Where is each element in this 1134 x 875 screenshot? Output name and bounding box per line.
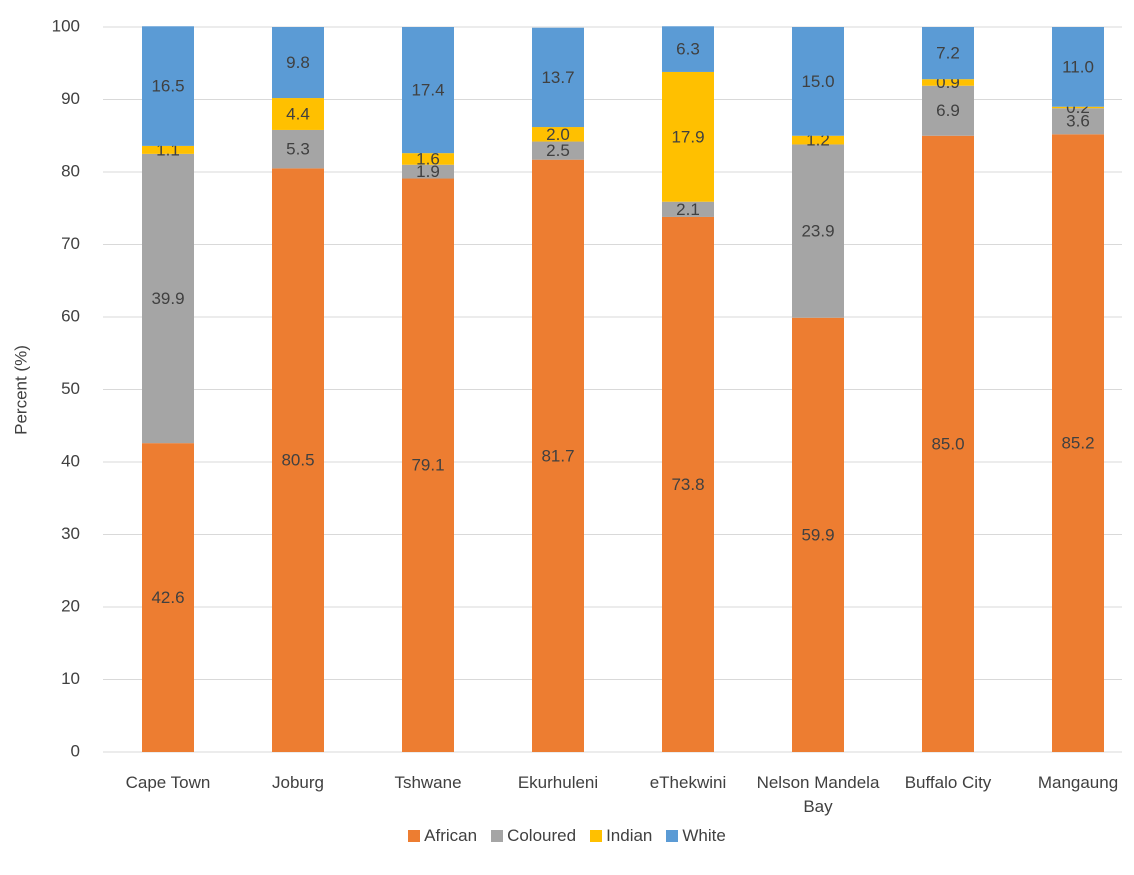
legend-swatch <box>590 830 603 842</box>
bar-segment <box>272 129 324 169</box>
bar-segment <box>402 178 454 752</box>
bar-segment <box>792 144 844 318</box>
y-tick-label: 30 <box>61 524 80 543</box>
bar-segment <box>662 26 714 72</box>
legend-item: Coloured <box>491 826 576 846</box>
x-tick-label: Cape Town <box>125 773 211 792</box>
legend-item: White <box>666 826 726 846</box>
y-tick-label: 10 <box>61 669 80 688</box>
data-label: 13.7 <box>541 68 574 87</box>
data-label: 1.6 <box>416 149 440 168</box>
bar-segment <box>662 201 714 217</box>
data-label: 6.3 <box>676 40 700 59</box>
bar-segment <box>142 145 194 154</box>
data-label: 73.8 <box>671 475 704 494</box>
data-label: 42.6 <box>151 588 184 607</box>
bar-segment <box>272 168 324 752</box>
x-tick-label: Joburg <box>272 773 324 792</box>
y-tick-label: 100 <box>52 16 80 35</box>
bar-segment <box>662 71 714 202</box>
bar-segment <box>142 153 194 444</box>
data-label: 2.5 <box>546 141 570 160</box>
x-tick-label: Buffalo City <box>904 773 992 792</box>
legend-swatch <box>491 830 504 842</box>
y-tick-label: 40 <box>61 451 80 470</box>
bar-segment <box>272 98 324 130</box>
y-tick-label: 50 <box>61 379 80 398</box>
bar-segment <box>532 141 584 160</box>
data-label: 1.9 <box>416 162 440 181</box>
bar-segment <box>922 27 974 80</box>
data-label: 6.9 <box>936 101 960 120</box>
bar-segment <box>662 216 714 752</box>
data-label: 81.7 <box>541 446 574 465</box>
x-tick-label: Ekurhuleni <box>517 773 599 792</box>
y-tick-label: 60 <box>61 306 80 325</box>
bar-segment <box>532 127 584 142</box>
data-label: 39.9 <box>151 289 184 308</box>
bar-segment <box>402 27 454 154</box>
y-tick-label: 0 <box>71 741 80 760</box>
data-label: 79.1 <box>411 456 444 475</box>
bar-segment <box>272 27 324 99</box>
data-label: 17.9 <box>671 127 704 146</box>
bar-segment <box>922 79 974 86</box>
legend-item: Indian <box>590 826 652 846</box>
y-tick-label: 70 <box>61 234 80 253</box>
data-label: 85.0 <box>931 434 964 453</box>
legend-item: African <box>408 826 477 846</box>
legend-label: Indian <box>606 826 653 845</box>
legend-label: Coloured <box>507 826 577 845</box>
x-tick-label: Nelson Mandela Bay <box>756 773 880 816</box>
data-label: 9.8 <box>286 53 310 72</box>
bar-segment <box>402 153 454 165</box>
x-tick-label: Mangaung <box>1037 773 1119 792</box>
data-label: 3.6 <box>1066 112 1090 131</box>
data-label: 15.0 <box>801 72 834 91</box>
data-label: 59.9 <box>801 525 834 544</box>
legend-swatch <box>408 830 421 842</box>
x-tick-label: Tshwane <box>394 773 462 792</box>
bar-segment <box>792 27 844 136</box>
data-label: 17.4 <box>411 81 444 100</box>
bar-segment <box>142 443 194 752</box>
bar-segment <box>532 159 584 753</box>
bar-segment <box>1052 134 1104 753</box>
legend-label: African <box>424 826 478 845</box>
x-tick-label: eThekwini <box>649 773 727 792</box>
data-label: 11.0 <box>1062 57 1094 76</box>
bar-segment <box>1052 106 1104 109</box>
legend: African Coloured Indian White <box>0 826 1134 846</box>
y-tick-label: 80 <box>61 161 80 180</box>
y-axis-label: Percent (%) <box>11 345 30 435</box>
data-label: 2.0 <box>546 125 570 144</box>
bar-segment <box>1052 27 1104 107</box>
data-label: 80.5 <box>281 451 314 470</box>
bar-segment <box>142 26 194 146</box>
data-label: 85.2 <box>1061 434 1094 453</box>
data-label: 5.3 <box>286 140 310 159</box>
y-tick-label: 20 <box>61 596 80 615</box>
data-label: 2.1 <box>676 200 700 219</box>
bar-segment <box>922 135 974 752</box>
data-label: 7.2 <box>936 44 960 63</box>
legend-swatch <box>666 830 679 842</box>
bar-segment <box>792 317 844 752</box>
data-label: 4.4 <box>286 104 310 123</box>
bar-segment <box>402 164 454 179</box>
bar-segment <box>532 27 584 128</box>
data-label: 23.9 <box>801 222 834 241</box>
bar-segment <box>922 85 974 136</box>
legend-label: White <box>682 826 726 845</box>
y-tick-label: 90 <box>61 89 80 108</box>
bar-segment <box>1052 108 1104 135</box>
data-label: 16.5 <box>151 77 184 96</box>
bar-segment <box>792 135 844 145</box>
